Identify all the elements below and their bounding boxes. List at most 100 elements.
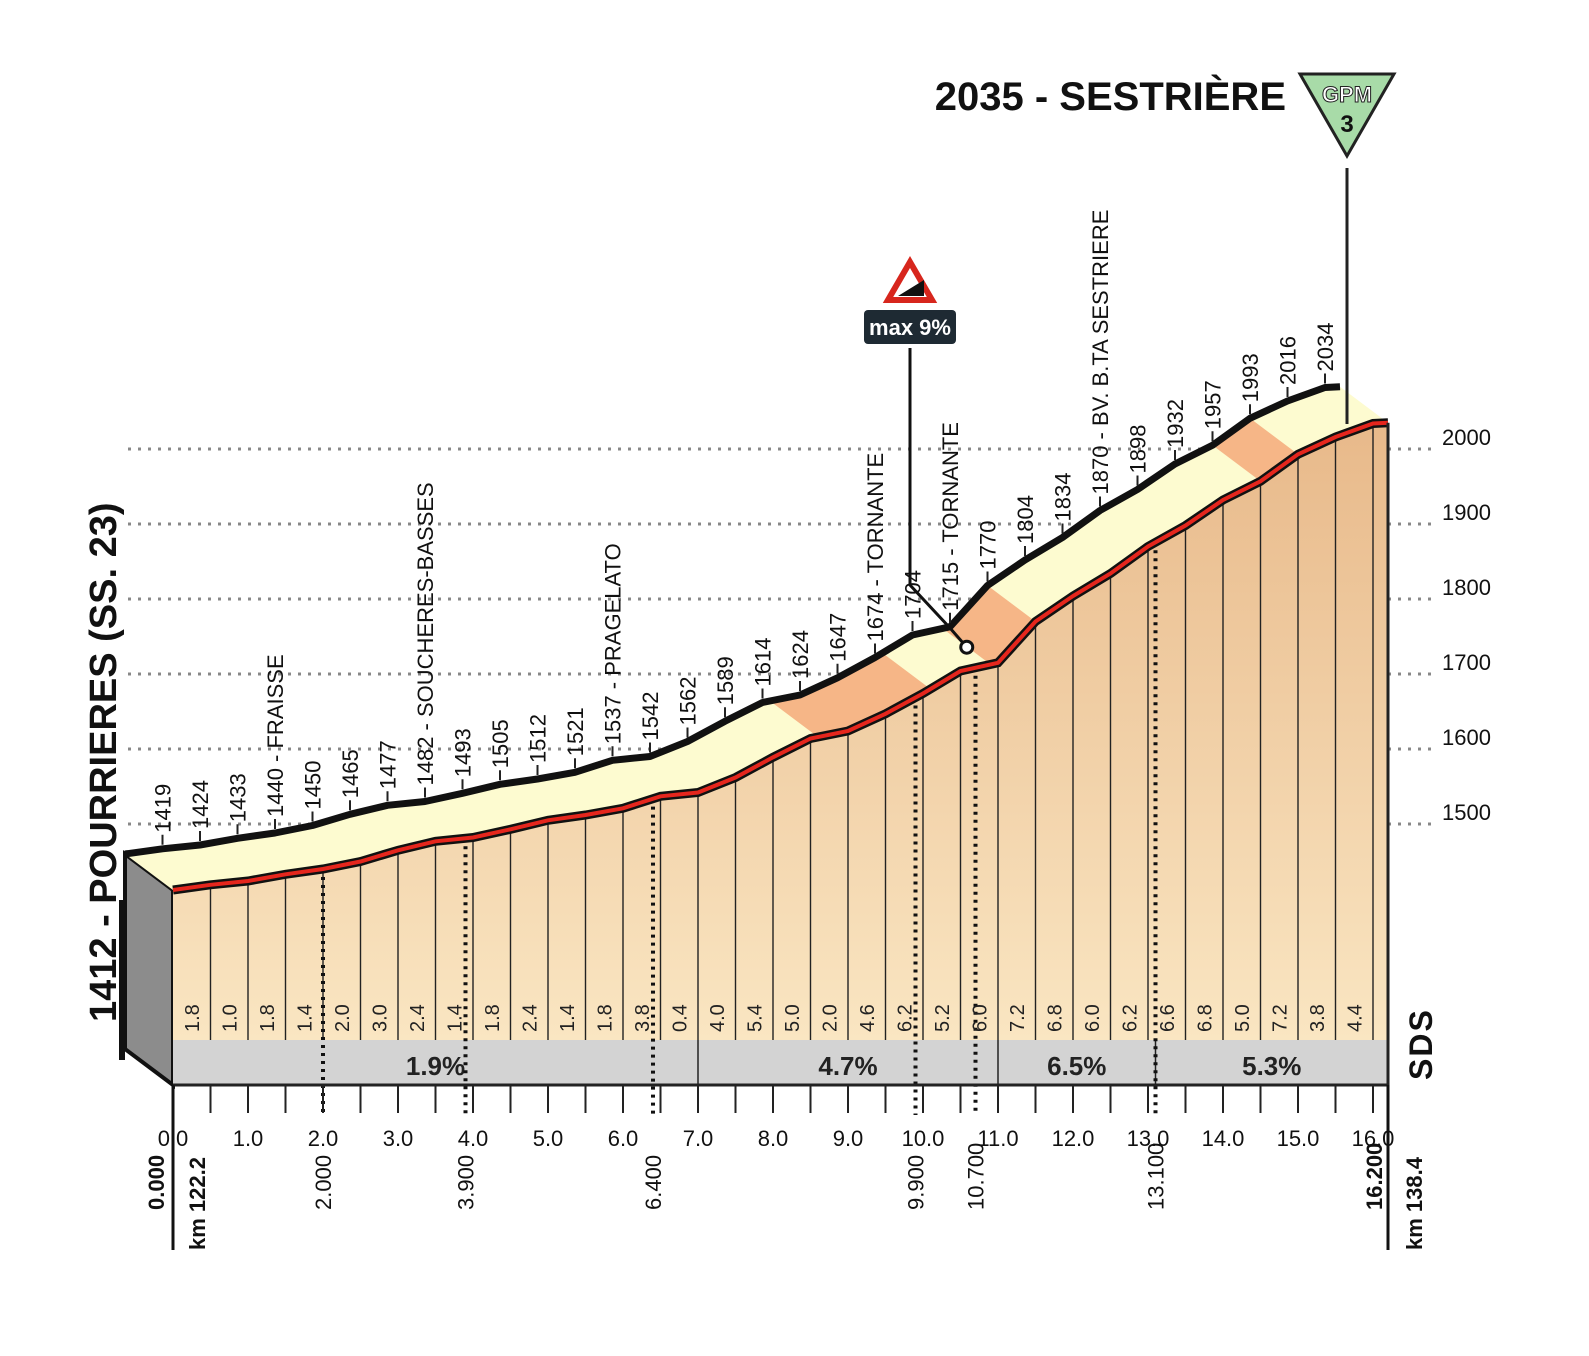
x-tick-label: 12.0 (1052, 1126, 1095, 1151)
point-label: 1477 (376, 740, 401, 789)
gpm-text: GPM (1322, 82, 1372, 107)
segment-gradient-label: 1.0 (219, 1004, 241, 1032)
point-label: 1589 (713, 656, 738, 705)
point-label: 1512 (526, 714, 551, 763)
y-tick-label: 1500 (1442, 800, 1491, 825)
point-label: 2016 (1276, 336, 1301, 385)
start-km: km 122.2 (185, 1157, 210, 1250)
x-tick-label: 6.0 (608, 1126, 639, 1151)
point-label: 1450 (301, 761, 326, 810)
segment-gradient-label: 6.6 (1157, 1004, 1179, 1032)
segment-gradient-label: 2.0 (819, 1004, 841, 1032)
point-label: 1440 - FRAISSE (263, 654, 288, 817)
x-tick-label: 10.0 (902, 1126, 945, 1151)
x-tick-label: 11.0 (977, 1126, 1018, 1151)
segment-gradient-label: 6.8 (1044, 1004, 1066, 1032)
y-tick-label: 1900 (1442, 500, 1491, 525)
segment-gradient-label: 3.8 (632, 1004, 654, 1032)
max-grade-leader (908, 348, 968, 649)
segment-gradient-label: 2.0 (332, 1004, 354, 1032)
x-tick-label: 14.0 (1202, 1126, 1245, 1151)
x-tick-label: 7.0 (683, 1126, 714, 1151)
segment-gradient-label: 7.2 (1007, 1004, 1029, 1032)
point-label: 1537 - PRAGELATO (601, 543, 626, 744)
segment-gradient-label: 5.0 (782, 1004, 804, 1032)
partial-distance-label: 9.900 (904, 1155, 929, 1210)
point-label: 1562 (676, 677, 701, 726)
point-label: 1834 (1051, 473, 1076, 522)
gpm-category: 3 (1340, 111, 1353, 138)
section-average-label: 4.7% (818, 1051, 877, 1081)
segment-gradient-label: 3.0 (369, 1004, 391, 1032)
point-label: 1521 (563, 707, 588, 756)
segment-gradient-label: 6.0 (1082, 1004, 1104, 1032)
point-label: 2034 (1313, 323, 1338, 372)
point-label: 1419 (151, 784, 176, 833)
point-label: 1624 (788, 630, 813, 679)
x-tick-label: 15.0 (1277, 1126, 1320, 1151)
max-grade-marker: max 9% (864, 256, 975, 655)
x-tick-label: 13.0 (1127, 1126, 1170, 1151)
point-label: 1542 (638, 692, 663, 741)
section-average-label: 6.5% (1047, 1051, 1106, 1081)
road-line (172, 420, 1389, 892)
segment-gradient-label: 1.8 (257, 1004, 279, 1032)
point-label: 1465 (338, 749, 363, 798)
y-tick-label: 1600 (1442, 725, 1491, 750)
segment-gradient-label: 7.2 (1269, 1004, 1291, 1032)
point-label: 1898 (1126, 425, 1151, 474)
point-label: 1704 (901, 570, 926, 619)
segment-gradient-label: 5.4 (744, 1004, 766, 1032)
partial-distance-label: 3.900 (454, 1155, 479, 1210)
point-label: 1957 (1201, 380, 1226, 429)
finish-km: km 138.4 (1402, 1156, 1427, 1250)
max-grade-label: max 9% (869, 315, 951, 340)
elevation-axis: 2000 1900 1800 1700 1600 1500 (1442, 425, 1491, 825)
profile-body: 1.9% 4.7% 6.5% 5.3% 2.000 3.900 6.400 9.900 10.7… (123, 383, 1390, 1210)
segment-gradient-label: 6.8 (1194, 1004, 1216, 1032)
point-label: 1614 (751, 638, 776, 687)
start-dist: 0.000 (144, 1155, 169, 1210)
segment-gradient-label: 1.8 (482, 1004, 504, 1032)
point-label: 1715 - TORNANTE (938, 422, 963, 611)
x-tick-label: 3.0 (383, 1126, 414, 1151)
start-label: 1412 - POURRIERES (SS. 23) (83, 502, 125, 1022)
profile-skyline (124, 383, 1341, 858)
point-label: 1674 - TORNANTE (863, 453, 888, 642)
segment-gradient-label: 6.2 (894, 1004, 916, 1032)
point-label: 1647 (826, 613, 851, 662)
point-label: 1493 (451, 728, 476, 777)
y-tick-label: 1800 (1442, 575, 1491, 600)
gpm-badge: GPM 3 (1297, 72, 1397, 424)
max-grade-point (959, 639, 975, 655)
y-tick-label: 1700 (1442, 650, 1491, 675)
point-label: 1770 (976, 521, 1001, 570)
x-tick-label: 4.0 (458, 1126, 489, 1151)
km-axis: 0.0 1.0 2.0 3.0 4.0 5.0 6.0 7.0 8.0 9.0 10.0 11.0 12… (119, 900, 1394, 1250)
segment-gradient-label: 4.0 (707, 1004, 729, 1032)
segment-gradients: 1.8 1.0 1.8 1.4 2.0 3.0 2.4 1.4 1.8 2.4 1.4 1.8 3.8 0… (182, 1004, 1367, 1032)
steep-warning-slope-icon (898, 280, 924, 296)
segment-gradient-label: 1.4 (294, 1004, 316, 1032)
partial-distance-label: 10.700 (964, 1143, 989, 1210)
segment-gradient-label: 4.6 (857, 1004, 879, 1032)
x-tick-label: 8.0 (758, 1126, 789, 1151)
max-grade-box (864, 310, 956, 344)
point-label: 1482 - SOUCHERES-BASSES (413, 482, 438, 785)
point-label: 1804 (1013, 495, 1038, 544)
segment-gradient-label: 5.2 (932, 1004, 954, 1032)
segment-gradient-label: 1.8 (594, 1004, 616, 1032)
y-tick-label: 2000 (1442, 425, 1491, 450)
point-label: 1993 (1238, 353, 1263, 402)
point-label: 1433 (226, 773, 251, 822)
partial-distance-label: 6.400 (641, 1155, 666, 1210)
x-tick-label: 2.0 (308, 1126, 339, 1151)
segment-gradient-label: 4.4 (1344, 1004, 1366, 1032)
segment-gradient-label: 1.4 (557, 1004, 579, 1032)
segment-gradient-label: 6.2 (1119, 1004, 1141, 1032)
segment-gradient-label: 3.8 (1307, 1004, 1329, 1032)
finish-label: 2035 - SESTRIÈRE (935, 74, 1286, 119)
section-average-label: 5.3% (1242, 1051, 1301, 1081)
gpm-triangle-icon (1297, 72, 1397, 160)
point-label: 1505 (488, 719, 513, 768)
